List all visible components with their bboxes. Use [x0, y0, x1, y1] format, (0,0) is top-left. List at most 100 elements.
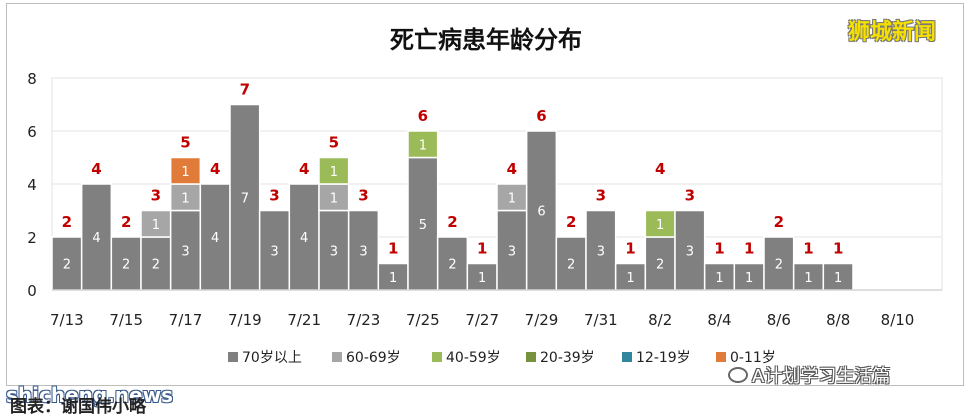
segment-label: 2: [63, 258, 71, 273]
total-label: 1: [477, 240, 487, 258]
segment-label: 1: [330, 191, 338, 206]
x-tick-label: 8/6: [767, 311, 791, 329]
wechat-icon: [728, 367, 748, 383]
bar-segment: [288, 183, 320, 291]
bar-segment: [347, 209, 380, 291]
segment-label: 2: [775, 258, 783, 273]
bar-segment: [318, 183, 350, 212]
total-label: 1: [388, 240, 398, 258]
bar-segment: [496, 209, 528, 291]
x-tick-label: 7/17: [169, 311, 203, 329]
total-label: 1: [625, 240, 635, 258]
bar-segment: [229, 103, 261, 291]
x-tick-label: 7/23: [347, 311, 381, 329]
x-tick-label: 7/27: [465, 311, 499, 329]
segment-label: 1: [745, 271, 753, 286]
segment-label: 1: [181, 191, 189, 206]
segment-label: 1: [656, 218, 664, 233]
segment-label: 7: [241, 191, 249, 206]
segment-label: 2: [567, 258, 575, 273]
total-label: 4: [299, 160, 309, 178]
chart-frame: [6, 3, 964, 386]
segment-label: 2: [448, 258, 456, 273]
segment-label: 1: [834, 271, 842, 286]
bar-segment: [318, 156, 350, 185]
bar-segment: [792, 262, 825, 291]
total-label: 2: [62, 213, 72, 231]
total-label: 3: [685, 187, 695, 205]
bar-segment: [407, 130, 439, 159]
bar-segment: [318, 209, 350, 291]
segment-label: 1: [152, 218, 160, 233]
total-label: 3: [269, 187, 279, 205]
segment-label: 3: [597, 244, 605, 259]
legend-swatch: [228, 352, 238, 362]
legend-label: 40-59岁: [446, 350, 501, 366]
y-tick-label: 4: [27, 176, 37, 194]
bar-segment: [51, 236, 83, 291]
x-tick-label: 8/4: [707, 311, 731, 329]
brand-logo: 狮城新闻: [848, 20, 937, 45]
total-label: 3: [358, 187, 368, 205]
segment-label: 1: [478, 271, 486, 286]
segment-label: 3: [330, 244, 338, 259]
x-tick-label: 7/29: [525, 311, 559, 329]
bar-segment: [555, 236, 587, 291]
x-tick-label: 7/21: [287, 311, 321, 329]
legend-swatch: [716, 352, 726, 362]
segment-label: 4: [92, 231, 100, 246]
segment-label: 3: [270, 244, 278, 259]
total-label: 3: [596, 187, 606, 205]
segment-label: 1: [626, 271, 634, 286]
y-tick-label: 8: [27, 70, 37, 88]
y-tick-label: 0: [27, 282, 37, 300]
total-label: 2: [774, 213, 784, 231]
legend-swatch: [526, 352, 536, 362]
x-tick-label: 7/31: [584, 311, 618, 329]
x-tick-label: 8/8: [826, 311, 850, 329]
total-label: 1: [744, 240, 754, 258]
bar-segment: [436, 236, 469, 291]
segment-label: 3: [508, 244, 516, 259]
legend-label: 70岁以上: [242, 350, 302, 366]
total-label: 4: [655, 160, 665, 178]
segment-label: 4: [300, 231, 308, 246]
segment-label: 1: [181, 165, 189, 180]
segment-label: 1: [715, 271, 723, 286]
total-label: 4: [91, 160, 101, 178]
x-tick-label: 7/25: [406, 311, 440, 329]
total-label: 4: [210, 160, 220, 178]
total-label: 3: [151, 187, 161, 205]
segment-label: 1: [389, 271, 397, 286]
total-label: 1: [833, 240, 843, 258]
bar-segment: [80, 183, 113, 291]
bar-segment: [525, 130, 558, 291]
segment-label: 3: [359, 244, 367, 259]
y-tick-label: 6: [27, 123, 37, 141]
total-label: 6: [418, 107, 428, 125]
total-label: 2: [447, 213, 457, 231]
segment-label: 2: [152, 258, 160, 273]
segment-label: 6: [537, 205, 545, 220]
segment-label: 1: [508, 191, 516, 206]
bar-segment: [407, 156, 439, 291]
segment-label: 3: [686, 244, 694, 259]
legend-label: 20-39岁: [540, 350, 595, 366]
legend-label: 12-19岁: [636, 350, 691, 366]
total-label: 4: [507, 160, 517, 178]
total-label: 1: [803, 240, 813, 258]
site-watermark: shicheng.news: [6, 383, 173, 407]
bar-segment: [140, 209, 172, 238]
segment-label: 5: [419, 218, 427, 233]
segment-label: 1: [804, 271, 812, 286]
legend-swatch: [432, 352, 442, 362]
bar-segment: [169, 183, 202, 212]
wechat-account: A计划学习生活篇: [728, 362, 890, 388]
total-label: 5: [180, 134, 190, 152]
segment-label: 1: [419, 138, 427, 153]
total-label: 2: [566, 213, 576, 231]
bar-segment: [140, 236, 172, 291]
legend-label: 0-11岁: [730, 350, 776, 366]
x-tick-label: 7/19: [228, 311, 262, 329]
total-label: 7: [240, 81, 250, 99]
